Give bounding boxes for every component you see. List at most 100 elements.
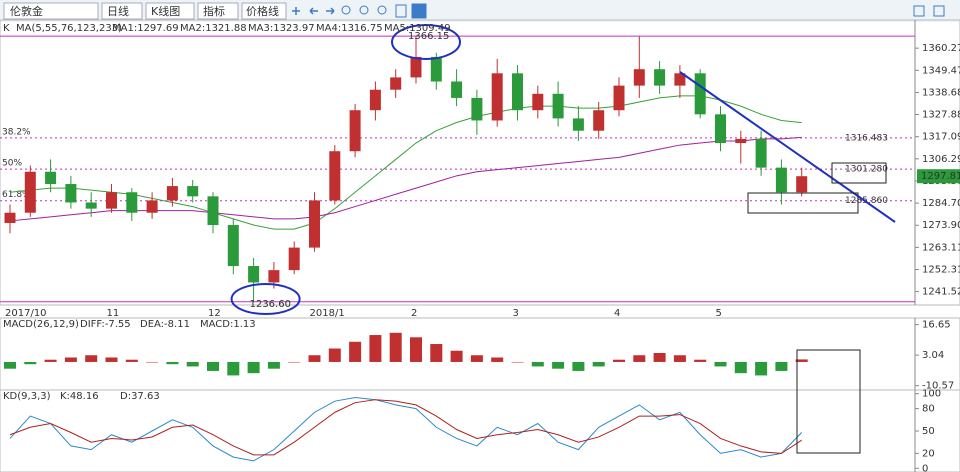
x-tick-label: 2: [411, 308, 417, 319]
candle-body: [309, 200, 320, 248]
ma-line: [9, 95, 802, 230]
macd-bar: [775, 361, 788, 371]
candle-body: [735, 138, 747, 144]
price-tag-label: 1297.81: [921, 171, 960, 182]
macd-bar: [470, 355, 483, 362]
macd-bar: [146, 361, 159, 363]
candle-body: [613, 85, 625, 111]
period-select[interactable]: [101, 2, 143, 20]
highlight: [391, 24, 461, 60]
y-tick-label: 20: [922, 448, 935, 459]
macd-bar: [552, 361, 565, 369]
macd-bar: [44, 359, 57, 362]
fib-name: 61.8%: [2, 190, 31, 200]
y-tick-label: 1263.11: [922, 242, 960, 253]
x-tick-label: 5: [716, 308, 722, 319]
candle-body: [633, 69, 645, 86]
legend-entry: MA1:1297.69: [112, 23, 179, 34]
fib-name: 38.2%: [2, 127, 31, 137]
ma-line: [9, 136, 802, 222]
macd-bar: [105, 357, 118, 362]
macd-bar: [531, 361, 544, 367]
legend-entry: MACD:1.13: [200, 319, 256, 330]
x-tick-label: 11: [107, 308, 120, 319]
candle-body: [207, 196, 219, 226]
y-tick-label: 1338.68: [922, 87, 960, 98]
ma-title: MA(5,55,76,123,233): [16, 23, 122, 34]
y-tick-label: 100: [922, 389, 941, 400]
chart-kind[interactable]: K线图: [151, 4, 180, 18]
x-tick-label: 2018/1: [310, 308, 345, 319]
candle-body: [694, 73, 706, 115]
plot: 1360.27 1349.47 1338.68 1327.88 1317.09 1306.…: [0, 19, 960, 472]
legend-entry: MA2:1321.88: [180, 23, 247, 34]
macd-bar: [613, 359, 625, 362]
macd-bar: [795, 359, 808, 362]
macd-bar: [592, 361, 605, 367]
macd-bar: [450, 350, 463, 362]
macd-bar: [633, 355, 646, 362]
candle-body: [166, 186, 178, 201]
candle-body: [674, 73, 686, 86]
fib-name: 50%: [2, 159, 22, 169]
legend-entry: K:48.16: [60, 391, 99, 402]
annotations: [679, 71, 896, 454]
macd-bar: [247, 361, 260, 374]
macd-bar: [511, 361, 524, 363]
symbol[interactable]: 伦敦金: [10, 4, 43, 18]
y-tick-label: 80: [922, 404, 935, 415]
macd-bar: [308, 355, 321, 362]
x-tick-label: 3: [513, 308, 519, 319]
candle-body: [126, 192, 138, 213]
y-tick-label: 1317.09: [922, 132, 960, 143]
candle-body: [106, 192, 117, 209]
macd-bar: [328, 348, 341, 362]
macd-bar: [430, 344, 443, 362]
candle-body: [65, 184, 77, 203]
candle-body: [593, 110, 605, 131]
y-tick-label: 1273.90: [922, 220, 960, 231]
high-label: 1366.15: [408, 31, 449, 42]
y-tick-label: 1306.29: [922, 154, 960, 165]
macd-bar: [166, 361, 179, 365]
kind-select[interactable]: [145, 2, 195, 20]
indicator-select[interactable]: [197, 2, 239, 20]
candle-body: [369, 89, 381, 111]
candle-body: [552, 93, 564, 119]
period[interactable]: 日线: [107, 4, 129, 18]
candle-body: [288, 247, 300, 271]
macd-bar: [186, 361, 199, 367]
fib-value: 1301.280: [845, 165, 888, 175]
macd-bar: [734, 361, 747, 374]
candle-body: [85, 202, 97, 209]
legend-entry: DEA:-8.11: [140, 319, 190, 330]
candle-body: [349, 110, 361, 152]
y-tick-label: 1252.31: [922, 265, 960, 276]
candle-body: [451, 81, 463, 98]
window-button[interactable]: [933, 5, 945, 17]
macd-bar: [755, 361, 768, 376]
panel-label: K: [3, 23, 10, 34]
priceline-select[interactable]: [241, 2, 287, 20]
macd-bar: [24, 361, 37, 365]
x-tick-label: 12: [208, 308, 221, 319]
toolbar-controls[interactable]: 伦敦金 日线 K线图 指标 价格线: [3, 2, 945, 20]
y-tick-label: 0: [922, 463, 928, 472]
macd-bar: [267, 361, 280, 369]
macd-bar: [714, 361, 727, 367]
symbol-select[interactable]: [3, 2, 99, 20]
macd-bar: [653, 352, 666, 362]
macd-bar: [491, 357, 504, 362]
window-button[interactable]: [913, 5, 925, 17]
tool-icons[interactable]: [292, 3, 427, 19]
candle-body: [410, 56, 422, 78]
candle-body: [512, 73, 523, 111]
y-tick-label: 1241.52: [922, 287, 960, 298]
y-tick-label: 3.04: [922, 350, 944, 361]
price-line[interactable]: 价格线: [246, 4, 279, 18]
y-tick-label: 50: [922, 426, 935, 437]
indicator[interactable]: 指标: [203, 4, 225, 18]
legend-entry: MA5:1309.49: [384, 23, 451, 34]
trend-line: [679, 71, 896, 223]
macd-bar: [64, 357, 77, 362]
